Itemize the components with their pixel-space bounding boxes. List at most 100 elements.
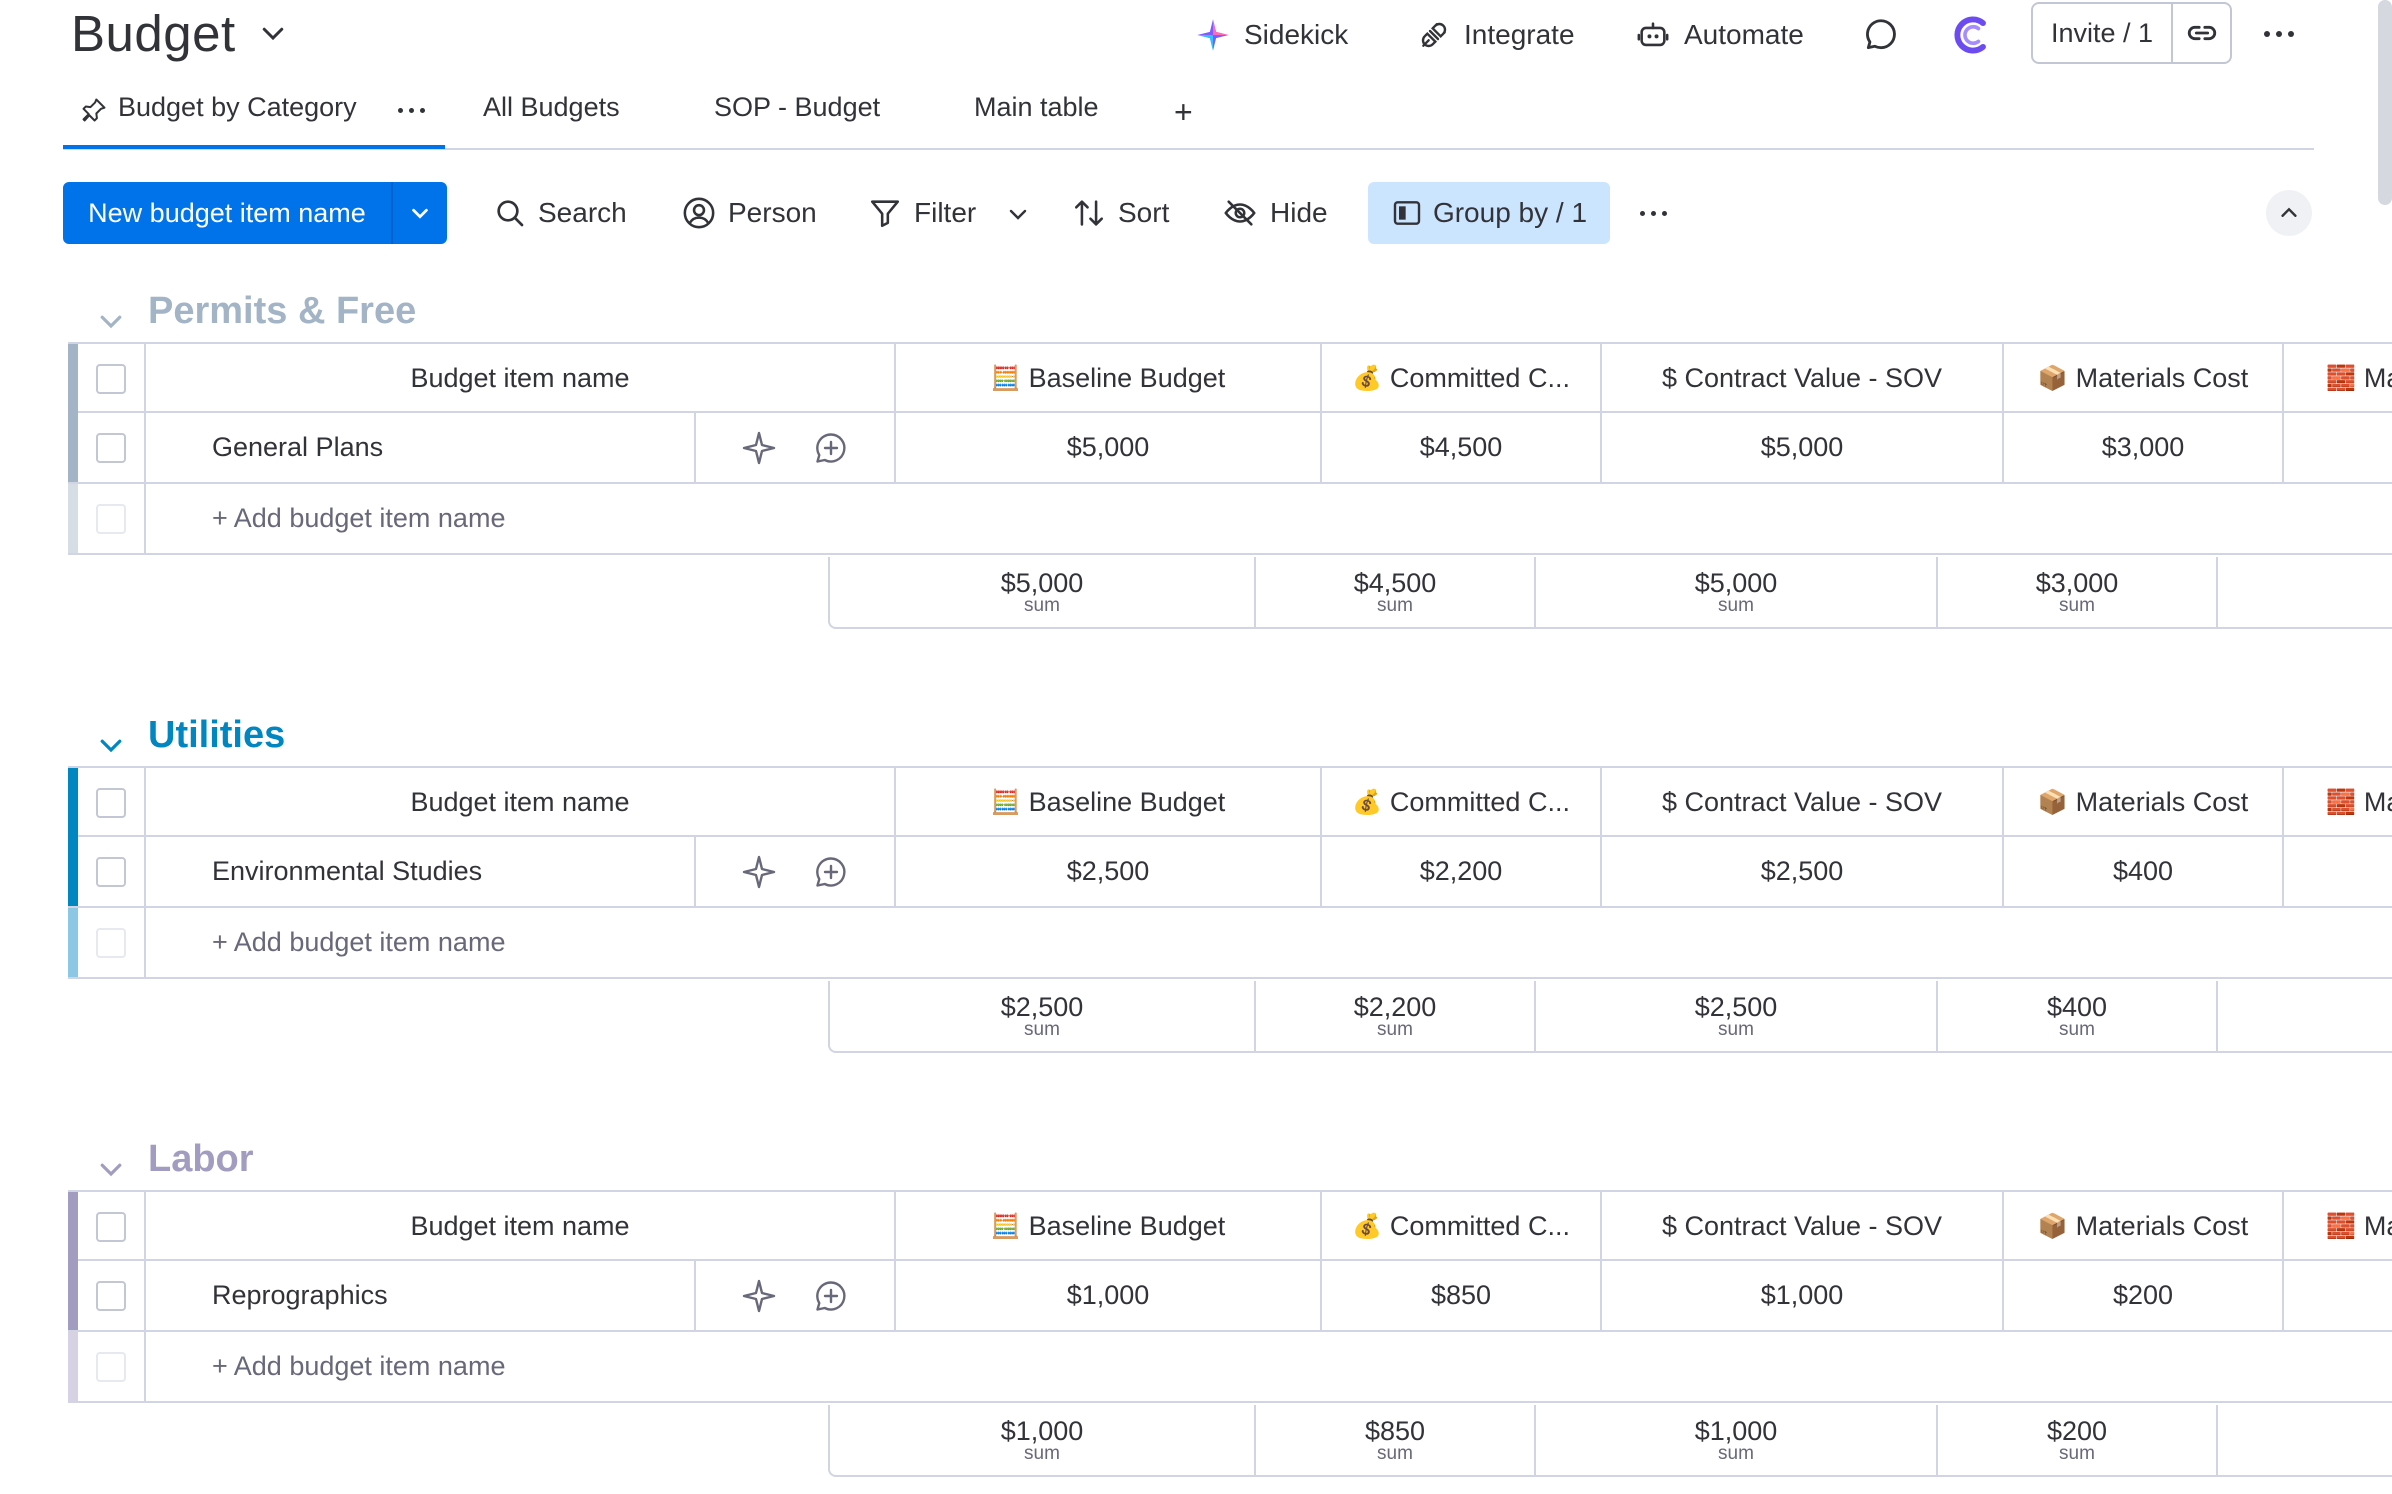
row-checkbox[interactable] bbox=[96, 1280, 126, 1311]
column-header-name[interactable]: Budget item name bbox=[146, 344, 896, 413]
column-header-name[interactable]: Budget item name bbox=[146, 1192, 896, 1261]
column-header-committed[interactable]: 💰 Committed C... bbox=[1322, 768, 1602, 837]
materials-cell[interactable]: $3,000 bbox=[2004, 413, 2284, 482]
vertical-scrollbar[interactable] bbox=[2378, 0, 2392, 205]
column-header-baseline[interactable]: 🧮 Baseline Budget bbox=[896, 1192, 1322, 1261]
group-collapse-chevron-icon[interactable] bbox=[96, 730, 126, 760]
sidekick-button[interactable]: Sidekick bbox=[1196, 14, 1348, 56]
hide-label: Hide bbox=[1270, 197, 1328, 228]
ai-sparkle-icon[interactable] bbox=[741, 430, 777, 466]
chat-bubble-icon[interactable] bbox=[1862, 16, 1900, 54]
table-header-row: Budget item name 🧮 Baseline Budget 💰 Commi… bbox=[68, 1190, 2392, 1261]
group-title[interactable]: Utilities bbox=[148, 714, 286, 756]
column-header-materials-2[interactable]: 🧱 Materi bbox=[2284, 1192, 2392, 1261]
new-item-dropdown[interactable] bbox=[393, 182, 447, 244]
collapse-toolbar-button[interactable] bbox=[2266, 190, 2312, 236]
column-header-label: Baseline Budget bbox=[1028, 787, 1226, 817]
baseline-cell[interactable]: $1,000 bbox=[896, 1261, 1322, 1330]
column-header-name[interactable]: Budget item name bbox=[146, 768, 896, 837]
plug-icon bbox=[1421, 22, 1447, 48]
row-checkbox[interactable] bbox=[96, 856, 126, 887]
item-name-cell[interactable]: Environmental Studies bbox=[146, 837, 696, 906]
materials-cell[interactable]: $400 bbox=[2004, 837, 2284, 906]
column-header-contract[interactable]: $ Contract Value - SOV bbox=[1602, 768, 2004, 837]
invite-button[interactable]: Invite / 1 bbox=[2033, 4, 2173, 62]
committed-cell[interactable]: $4,500 bbox=[1322, 413, 1602, 482]
sort-button[interactable]: Sort bbox=[1072, 190, 1169, 236]
column-header-contract[interactable]: $ Contract Value - SOV bbox=[1602, 344, 2004, 413]
search-button[interactable]: Search bbox=[494, 190, 627, 236]
add-update-icon[interactable] bbox=[813, 854, 849, 890]
materials-2-cell[interactable] bbox=[2284, 837, 2392, 906]
materials-2-cell[interactable] bbox=[2284, 1261, 2392, 1330]
add-item-label[interactable]: + Add budget item name bbox=[212, 503, 506, 533]
add-item-label[interactable]: + Add budget item name bbox=[212, 927, 506, 957]
sum-label: sum bbox=[1718, 1443, 1754, 1464]
select-all-checkbox[interactable] bbox=[96, 787, 126, 818]
baseline-cell[interactable]: $2,500 bbox=[896, 837, 1322, 906]
hide-button[interactable]: Hide bbox=[1222, 190, 1328, 236]
committed-cell[interactable]: $850 bbox=[1322, 1261, 1602, 1330]
board-title[interactable]: Budget bbox=[71, 5, 236, 62]
money-bag-icon: 💰 bbox=[1352, 789, 1382, 816]
add-item-row[interactable]: + Add budget item name bbox=[68, 1332, 2392, 1403]
row-checkbox[interactable] bbox=[96, 432, 126, 463]
tab-main-table[interactable]: Main table bbox=[974, 92, 1099, 122]
group-title[interactable]: Labor bbox=[148, 1138, 254, 1180]
person-filter-button[interactable]: Person bbox=[682, 190, 817, 236]
add-item-label[interactable]: + Add budget item name bbox=[212, 1351, 506, 1381]
tab-sop-budget[interactable]: SOP - Budget bbox=[714, 92, 881, 122]
automate-button[interactable]: Automate bbox=[1636, 14, 1804, 56]
materials-cell[interactable]: $200 bbox=[2004, 1261, 2284, 1330]
committed-cell[interactable]: $2,200 bbox=[1322, 837, 1602, 906]
column-header-materials[interactable]: 📦 Materials Cost bbox=[2004, 1192, 2284, 1261]
filter-dropdown-chevron-icon[interactable] bbox=[1006, 202, 1030, 226]
column-header-committed[interactable]: 💰 Committed C... bbox=[1322, 344, 1602, 413]
chevron-down-icon[interactable] bbox=[258, 18, 288, 48]
contract-cell[interactable]: $2,500 bbox=[1602, 837, 2004, 906]
group-title[interactable]: Permits & Free bbox=[148, 290, 417, 332]
new-item-button[interactable]: New budget item name bbox=[63, 182, 393, 244]
tab-options-icon[interactable] bbox=[398, 108, 425, 113]
contract-cell[interactable]: $1,000 bbox=[1602, 1261, 2004, 1330]
group-collapse-chevron-icon[interactable] bbox=[96, 1154, 126, 1184]
tab-budget-by-category[interactable]: Budget by Category bbox=[118, 92, 357, 122]
item-name-cell[interactable]: General Plans bbox=[146, 413, 696, 482]
item-name-cell[interactable]: Reprographics bbox=[146, 1261, 696, 1330]
add-item-row[interactable]: + Add budget item name bbox=[68, 908, 2392, 979]
column-header-materials-2[interactable]: 🧱 Materi bbox=[2284, 768, 2392, 837]
copy-link-button[interactable] bbox=[2173, 4, 2230, 62]
ai-sparkle-icon[interactable] bbox=[741, 854, 777, 890]
integrate-button[interactable]: Integrate bbox=[1418, 14, 1575, 56]
column-header-materials[interactable]: 📦 Materials Cost bbox=[2004, 768, 2284, 837]
table-row[interactable]: General Plans $5,000 $4,500 $5,000 $3,00… bbox=[68, 413, 2392, 484]
filter-button[interactable]: Filter bbox=[868, 190, 976, 236]
add-item-row[interactable]: + Add budget item name bbox=[68, 484, 2392, 555]
column-header-baseline[interactable]: 🧮 Baseline Budget bbox=[896, 344, 1322, 413]
baseline-cell[interactable]: $5,000 bbox=[896, 413, 1322, 482]
table-row[interactable]: Environmental Studies $2,500 $2,200 $2,5… bbox=[68, 837, 2392, 908]
add-update-icon[interactable] bbox=[813, 430, 849, 466]
row-select-cell bbox=[78, 413, 146, 482]
add-update-icon[interactable] bbox=[813, 1278, 849, 1314]
add-view-button[interactable]: + bbox=[1174, 94, 1193, 130]
materials-2-cell[interactable] bbox=[2284, 413, 2392, 482]
ai-sparkle-icon[interactable] bbox=[741, 1278, 777, 1314]
column-header-contract[interactable]: $ Contract Value - SOV bbox=[1602, 1192, 2004, 1261]
column-header-materials-2[interactable]: 🧱 Materi bbox=[2284, 344, 2392, 413]
table-row[interactable]: Reprographics $1,000 $850 $1,000 $200 bbox=[68, 1261, 2392, 1332]
add-row-checkbox bbox=[96, 503, 126, 534]
select-all-checkbox[interactable] bbox=[96, 1211, 126, 1242]
c-logo-icon[interactable] bbox=[1950, 12, 1994, 58]
contract-cell[interactable]: $5,000 bbox=[1602, 413, 2004, 482]
group-by-button[interactable]: Group by / 1 bbox=[1368, 182, 1610, 244]
tab-all-budgets[interactable]: All Budgets bbox=[483, 92, 620, 122]
column-header-committed[interactable]: 💰 Committed C... bbox=[1322, 1192, 1602, 1261]
group-collapse-chevron-icon[interactable] bbox=[96, 306, 126, 336]
toolbar-more-icon[interactable] bbox=[1640, 211, 1667, 216]
summary-row: $2,500 sum $2,200 sum $2,500 sum $400 sum bbox=[828, 981, 2392, 1053]
column-header-materials[interactable]: 📦 Materials Cost bbox=[2004, 344, 2284, 413]
select-all-checkbox[interactable] bbox=[96, 363, 126, 394]
column-header-baseline[interactable]: 🧮 Baseline Budget bbox=[896, 768, 1322, 837]
board-more-menu-icon[interactable] bbox=[2264, 31, 2294, 37]
